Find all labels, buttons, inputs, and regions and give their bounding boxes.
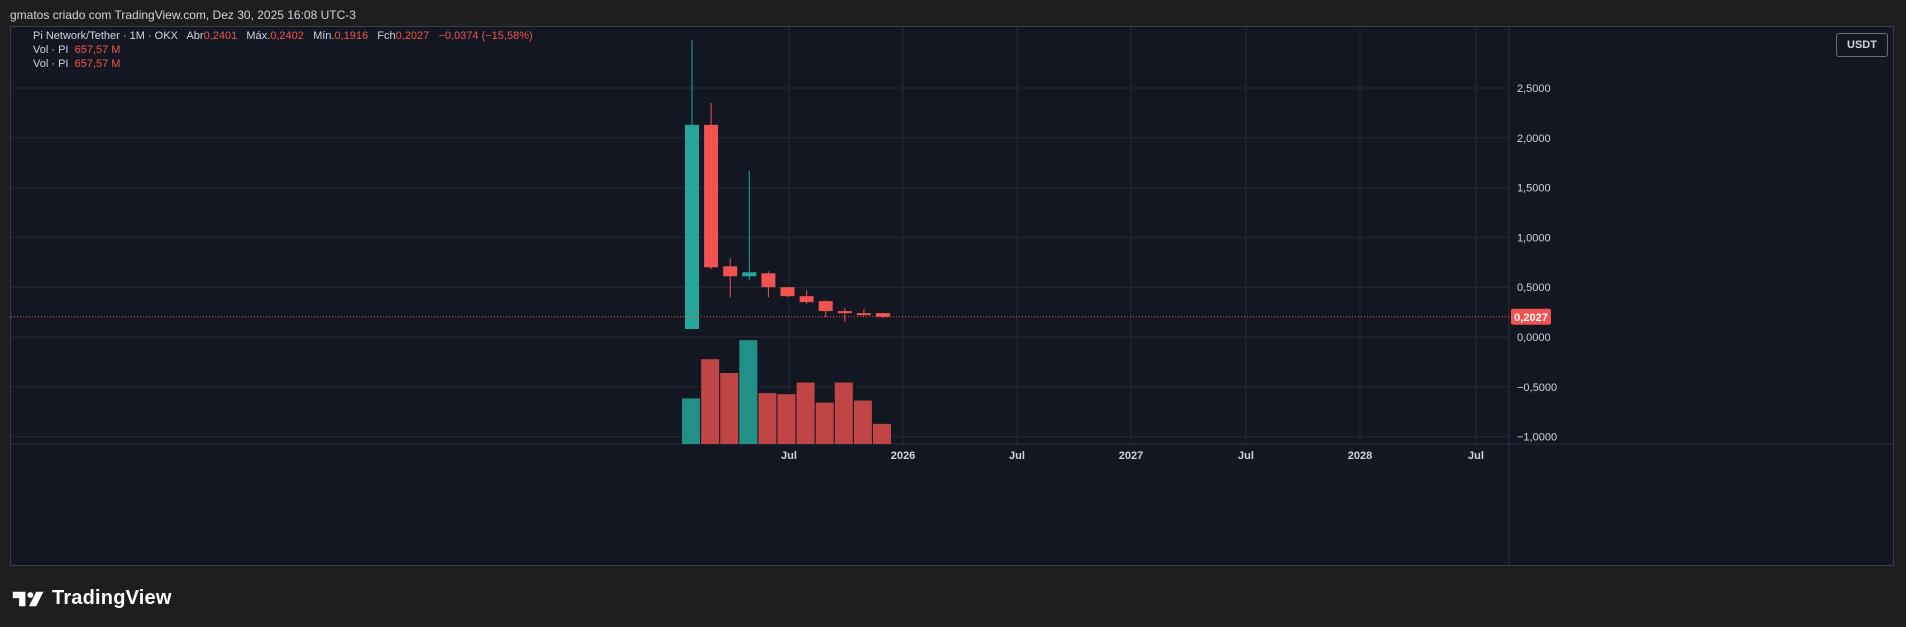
candle-body[interactable] (856, 313, 871, 316)
price-axis-tick-label: 1,0000 (1517, 232, 1551, 244)
volume-bar[interactable] (796, 382, 815, 444)
candle-body[interactable] (818, 301, 833, 312)
candle-body[interactable] (742, 272, 757, 277)
candle-body[interactable] (780, 287, 795, 297)
volume-legend-2: Vol · PI 657,57 M (33, 58, 120, 70)
symbol-title: Pi Network/Tether · 1M · OKX (33, 30, 178, 42)
volume-bar[interactable] (682, 398, 700, 444)
price-axis-tick-label: 0,0000 (1517, 332, 1551, 344)
price-axis-tick-label: 2,5000 (1517, 83, 1551, 95)
candle-body[interactable] (704, 124, 719, 268)
volume-bar[interactable] (701, 359, 720, 444)
last-price-label-background (1511, 308, 1551, 325)
candle-body[interactable] (837, 311, 852, 314)
time-axis-label: Jul (781, 450, 797, 462)
high-value: 0,2402 (270, 30, 304, 42)
time-axis-label: 2028 (1348, 450, 1372, 462)
volume-bar[interactable] (834, 382, 853, 444)
open-value: 0,2401 (203, 30, 238, 42)
price-axis-tick-label: 2,0000 (1517, 133, 1551, 145)
chart-canvas[interactable]: 2,5000 2,0000 1,5000 1,0000 0,5000 0,0000 −0,5… (11, 27, 1894, 566)
candle-body[interactable] (761, 273, 776, 288)
close-label: Fch (377, 30, 396, 42)
time-axis-label: 2026 (891, 450, 915, 462)
symbol-legend: Pi Network/Tether · 1M · OKX Abr0,2401 M… (33, 30, 533, 42)
chart-pane[interactable]: 2,5000 2,0000 1,5000 1,0000 0,5000 0,0000 −0,5… (10, 26, 1894, 566)
volume-bar[interactable] (758, 393, 777, 444)
close-value: 0,2027 (395, 30, 430, 42)
candle-body[interactable] (799, 296, 814, 303)
volume-bar[interactable] (853, 400, 872, 444)
candle-body[interactable] (723, 266, 738, 277)
price-axis-tick-label: −1,0000 (1517, 432, 1557, 444)
chart-caption: gmatos criado com TradingView.com, Dez 3… (10, 8, 356, 22)
low-label: Mín. (313, 30, 335, 42)
low-value: 0,1916 (334, 30, 369, 42)
volume-bar[interactable] (739, 340, 758, 444)
high-label: Máx. (246, 30, 271, 42)
time-axis-label: 2027 (1119, 450, 1143, 462)
candle-body[interactable] (876, 313, 890, 317)
volume-legend-1: Vol · PI 657,57 M (33, 44, 120, 56)
candle-body[interactable] (685, 124, 699, 330)
volume-bar[interactable] (777, 394, 796, 444)
price-axis-tick-label: 0,5000 (1517, 282, 1551, 294)
price-axis-tick-label: −0,5000 (1517, 382, 1557, 394)
volume-bar[interactable] (815, 402, 834, 444)
volume-bar[interactable] (720, 372, 739, 444)
time-axis-label: Jul (1009, 450, 1025, 462)
open-label: Abr (186, 30, 204, 42)
volume-value: 657,57 M (74, 58, 121, 70)
price-axis-tick-label: 1,5000 (1517, 183, 1551, 195)
volume-label: Vol · PI (33, 58, 69, 70)
last-price-label: 0,2027 (1514, 312, 1548, 324)
change-value: −0,0374 (−15,58%) (438, 30, 533, 42)
volume-label: Vol · PI (33, 44, 69, 56)
tradingview-logo-icon (12, 591, 44, 606)
volume-value: 657,57 M (74, 44, 121, 56)
currency-selector-button[interactable]: USDT (1836, 33, 1888, 57)
tradingview-brand[interactable]: TradingView (12, 587, 172, 610)
time-axis-label: Jul (1238, 450, 1254, 462)
volume-bar[interactable] (873, 423, 891, 444)
brand-name: TradingView (52, 587, 172, 609)
time-axis-label: Jul (1468, 450, 1484, 462)
